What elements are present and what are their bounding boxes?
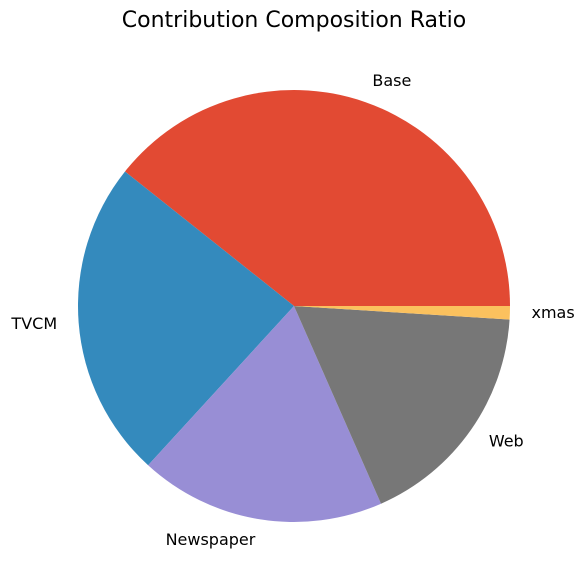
pie-slice xyxy=(294,306,510,504)
pie-slice xyxy=(294,306,510,320)
pie-slice xyxy=(125,89,510,306)
pie-slice xyxy=(148,306,382,522)
slice-label: Web xyxy=(489,432,524,451)
pie-slice xyxy=(78,171,294,466)
slice-label: Base xyxy=(372,71,411,90)
slice-label: xmas xyxy=(531,303,574,322)
slice-label: TVCM xyxy=(10,314,57,333)
chart-title: Contribution Composition Ratio xyxy=(122,8,466,33)
slice-label: Newspaper xyxy=(166,530,256,549)
